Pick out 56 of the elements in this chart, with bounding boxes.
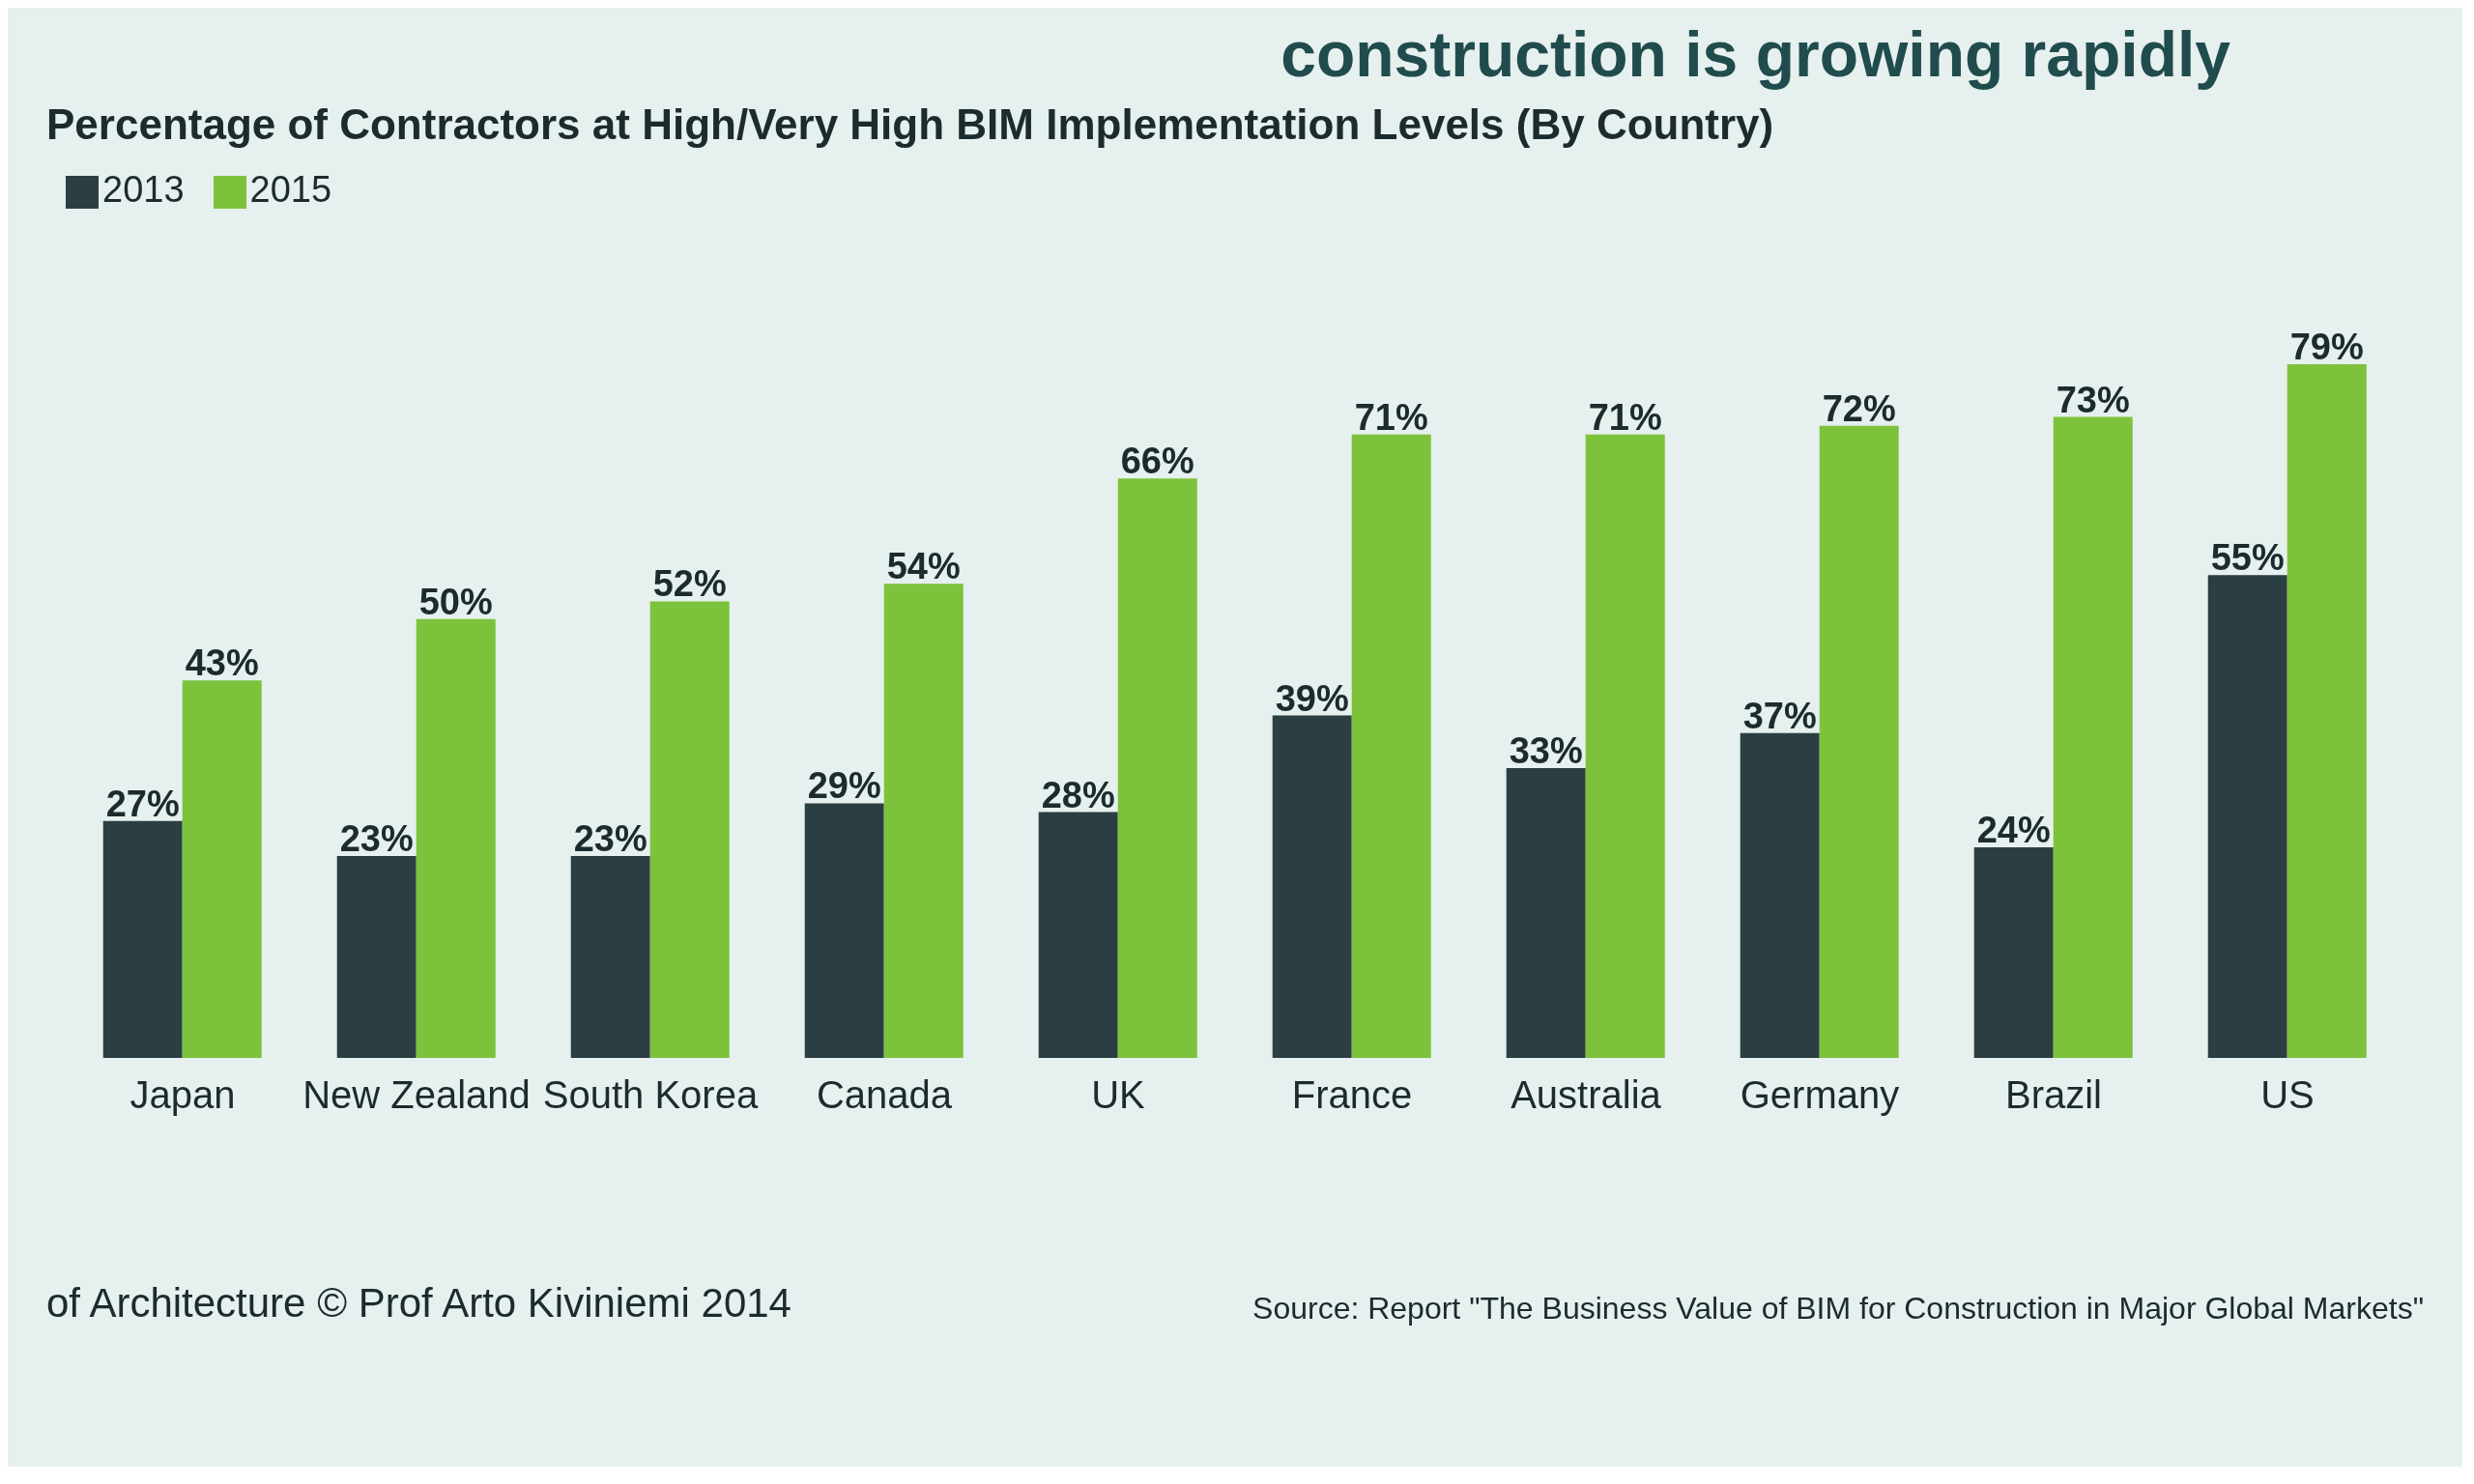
- bar: [1973, 846, 2054, 1058]
- bar: [1506, 767, 1586, 1058]
- data-label: 72%: [1822, 387, 1896, 429]
- source-note: Source: Report "The Business Value of BIM for Construction in Major Global Markets": [1252, 1290, 2424, 1327]
- data-label: 55%: [2210, 536, 2285, 578]
- bar: [804, 803, 884, 1058]
- bar: [2053, 416, 2133, 1058]
- bar: [2207, 574, 2287, 1058]
- data-label: 33%: [1509, 729, 1583, 771]
- x-tick-label: France: [1291, 1072, 1413, 1116]
- text: of Architecture © Prof Arto Kiviniemi 2014: [46, 1279, 791, 1327]
- bar: [1351, 434, 1431, 1058]
- data-label: 73%: [2056, 379, 2130, 420]
- bar: [1585, 434, 1665, 1058]
- bar: [649, 601, 730, 1058]
- bar: [2287, 363, 2367, 1058]
- data-label: 66%: [1120, 440, 1194, 481]
- data-label: 39%: [1275, 677, 1349, 719]
- x-tick-label: Canada: [816, 1072, 953, 1116]
- data-label: 71%: [1588, 396, 1662, 438]
- bar: [1819, 425, 1899, 1058]
- bar: [416, 618, 496, 1058]
- bar: [1038, 812, 1118, 1058]
- bar: [1117, 477, 1197, 1058]
- data-label: 54%: [886, 545, 961, 586]
- x-tick-label: Australia: [1510, 1072, 1662, 1116]
- legend-label: 2013: [102, 168, 185, 210]
- data-label: 27%: [105, 783, 180, 824]
- bar: [102, 820, 183, 1058]
- x-tick-label: New Zealand: [302, 1072, 531, 1116]
- x-tick-label: UK: [1091, 1072, 1146, 1116]
- x-tick-label: South Korea: [542, 1072, 759, 1116]
- x-tick-label: US: [2260, 1072, 2315, 1116]
- data-label: 52%: [652, 563, 727, 605]
- data-label: 43%: [185, 642, 259, 683]
- bar: [336, 855, 417, 1058]
- legend-label: 2015: [249, 168, 332, 210]
- data-label: 24%: [1976, 809, 2051, 850]
- chart-title: construction is growing rapidly: [1280, 17, 2231, 91]
- bar: [883, 583, 964, 1058]
- data-label: 23%: [339, 817, 414, 859]
- x-tick-label: Brazil: [2004, 1072, 2103, 1116]
- bar: [1272, 715, 1352, 1058]
- data-label: 28%: [1041, 774, 1115, 815]
- x-tick-label: Japan: [129, 1072, 236, 1116]
- data-label: 29%: [807, 765, 881, 807]
- data-label: 79%: [2289, 326, 2364, 367]
- data-label: 71%: [1354, 396, 1428, 438]
- bar: [182, 679, 262, 1058]
- x-tick-label: Germany: [1740, 1072, 1900, 1116]
- bar: [570, 855, 650, 1058]
- chart-subtitle: Percentage of Contractors at High/Very High BIM Implementation Levels (By Country): [46, 100, 1775, 150]
- data-label: 50%: [418, 581, 493, 622]
- data-label: 37%: [1742, 695, 1817, 736]
- data-label: 23%: [573, 817, 647, 859]
- bar: [1740, 732, 1820, 1058]
